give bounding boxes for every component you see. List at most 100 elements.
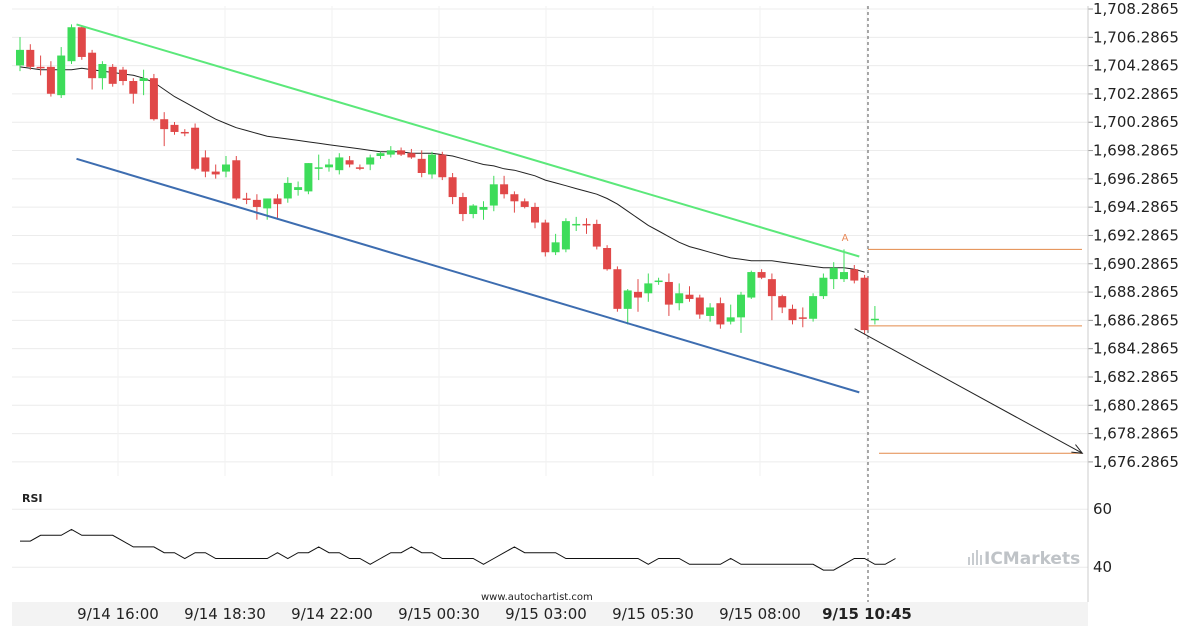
candle xyxy=(654,277,663,285)
candle xyxy=(788,304,797,325)
time-tick-label: 9/15 05:30 xyxy=(612,605,694,623)
price-tick-label: 1,682.2865 xyxy=(1093,368,1179,386)
candle xyxy=(252,194,261,220)
candle-body xyxy=(788,308,797,321)
candle-body xyxy=(355,167,364,169)
candle-body xyxy=(551,242,560,253)
price-tick-label: 1,696.2865 xyxy=(1093,170,1179,188)
candle-body xyxy=(160,119,169,130)
candle xyxy=(376,151,385,159)
candle xyxy=(325,158,333,172)
candle xyxy=(695,294,704,319)
candle xyxy=(46,61,55,97)
candle-body xyxy=(108,66,117,84)
rsi-label: RSI xyxy=(22,492,43,505)
time-axis: 9/14 16:00 9/14 18:30 9/14 22:00 9/15 00:30… xyxy=(77,605,912,623)
candle xyxy=(160,112,169,147)
candle-body xyxy=(386,150,395,155)
candle xyxy=(829,262,838,290)
rsi-line xyxy=(20,528,896,571)
candle xyxy=(273,194,282,219)
candle xyxy=(314,154,323,181)
candle xyxy=(510,191,519,213)
candle xyxy=(541,219,550,257)
candle-body xyxy=(376,153,385,157)
forecast-arrow-layer xyxy=(854,328,1084,454)
candles-layer xyxy=(16,24,879,335)
candle xyxy=(129,78,138,104)
candle xyxy=(211,164,220,179)
candle-body xyxy=(263,198,272,209)
candle xyxy=(428,151,436,179)
candle xyxy=(737,291,745,333)
forecast-arrow-line xyxy=(854,328,1083,454)
candle-body xyxy=(314,167,323,169)
candle xyxy=(242,192,251,205)
candle xyxy=(335,153,344,175)
price-tick-label: 1,698.2865 xyxy=(1093,142,1179,160)
candle-body xyxy=(417,158,426,173)
channel-lower-line xyxy=(76,157,860,394)
price-tick-label: 1,688.2865 xyxy=(1093,283,1179,301)
rsi-layer: 60 40 xyxy=(20,500,1112,576)
candle xyxy=(119,66,127,86)
candle xyxy=(726,304,735,325)
candle-body xyxy=(294,187,303,190)
candle xyxy=(57,47,66,98)
candle-body xyxy=(479,206,488,210)
candle xyxy=(355,164,364,171)
candle-body xyxy=(180,131,189,134)
candle xyxy=(592,219,601,250)
candle xyxy=(304,163,313,195)
candle-body xyxy=(840,272,848,280)
candle-body xyxy=(531,206,539,223)
price-tick-label: 1,692.2865 xyxy=(1093,226,1179,244)
candle-body xyxy=(809,296,818,319)
pattern-marker-label: A xyxy=(842,233,849,244)
candle-body xyxy=(283,182,292,199)
candle xyxy=(747,270,756,299)
candle-body xyxy=(325,164,333,168)
candle-body xyxy=(798,317,807,319)
candle xyxy=(469,204,478,219)
candle xyxy=(26,44,35,70)
candle xyxy=(407,148,416,159)
channel-upper-line xyxy=(76,23,860,258)
candle xyxy=(500,175,509,199)
candle xyxy=(448,172,457,205)
candle-body xyxy=(767,279,776,297)
candle-body xyxy=(613,269,622,309)
candle-body xyxy=(644,283,653,294)
source-watermark: www.autochartist.com xyxy=(481,592,593,603)
candle xyxy=(366,154,375,171)
candle xyxy=(149,73,158,121)
candle-body xyxy=(149,78,158,120)
candle-body xyxy=(139,78,148,82)
candle xyxy=(520,198,529,209)
candle xyxy=(644,273,653,302)
candle xyxy=(417,150,426,178)
candle-body xyxy=(623,290,632,309)
brand-logo: ICMarkets xyxy=(968,549,1080,569)
price-axis: 1,708.2865 1,706.2865 1,704.2865 1,702.2865… xyxy=(1087,0,1179,602)
candle xyxy=(36,55,45,76)
candle-body xyxy=(685,294,694,299)
candle xyxy=(180,129,189,137)
candle-body xyxy=(36,66,45,69)
candle xyxy=(170,122,179,135)
candle xyxy=(77,25,86,60)
candle-body xyxy=(304,163,313,192)
candle xyxy=(139,69,148,96)
candle-body xyxy=(366,157,375,165)
channel-lines-layer: A xyxy=(76,23,860,394)
time-tick-label: 9/15 00:30 xyxy=(398,605,480,623)
price-tick-label: 1,680.2865 xyxy=(1093,396,1179,414)
candle xyxy=(458,192,467,222)
candle xyxy=(397,147,406,157)
price-tick-label: 1,678.2865 xyxy=(1093,425,1179,443)
rsi-grid xyxy=(12,508,1088,568)
rsi-tick-label: 40 xyxy=(1093,558,1112,576)
candle-body xyxy=(592,223,601,247)
candle-body xyxy=(98,64,107,79)
candle xyxy=(294,181,303,196)
